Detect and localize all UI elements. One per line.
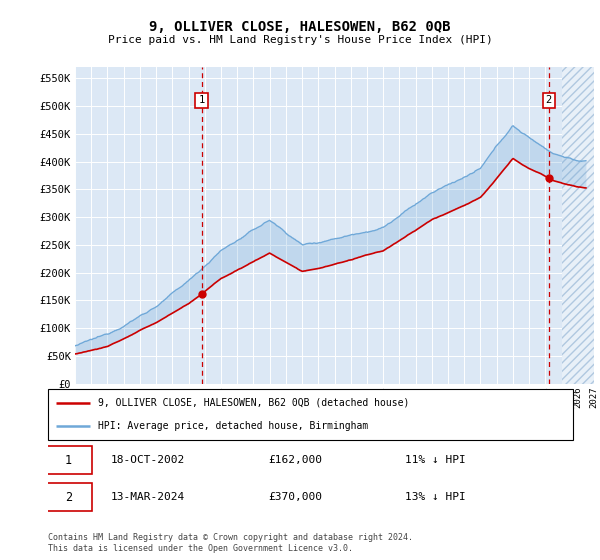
Text: 2: 2 [65,491,72,504]
Text: 2: 2 [545,95,552,105]
Text: 1: 1 [199,95,205,105]
Text: £370,000: £370,000 [269,492,323,502]
Text: 9, OLLIVER CLOSE, HALESOWEN, B62 0QB (detached house): 9, OLLIVER CLOSE, HALESOWEN, B62 0QB (de… [98,398,409,408]
Text: 11% ↓ HPI: 11% ↓ HPI [405,455,466,465]
FancyBboxPatch shape [46,483,92,511]
Text: Contains HM Land Registry data © Crown copyright and database right 2024.
This d: Contains HM Land Registry data © Crown c… [48,533,413,553]
Text: 9, OLLIVER CLOSE, HALESOWEN, B62 0QB: 9, OLLIVER CLOSE, HALESOWEN, B62 0QB [149,21,451,35]
Text: HPI: Average price, detached house, Birmingham: HPI: Average price, detached house, Birm… [98,421,368,431]
FancyBboxPatch shape [48,389,573,440]
Text: 18-OCT-2002: 18-OCT-2002 [111,455,185,465]
Text: 1: 1 [65,454,72,467]
Text: Price paid vs. HM Land Registry's House Price Index (HPI): Price paid vs. HM Land Registry's House … [107,35,493,45]
FancyBboxPatch shape [46,446,92,474]
Text: 13% ↓ HPI: 13% ↓ HPI [405,492,466,502]
Text: £162,000: £162,000 [269,455,323,465]
Text: 13-MAR-2024: 13-MAR-2024 [111,492,185,502]
